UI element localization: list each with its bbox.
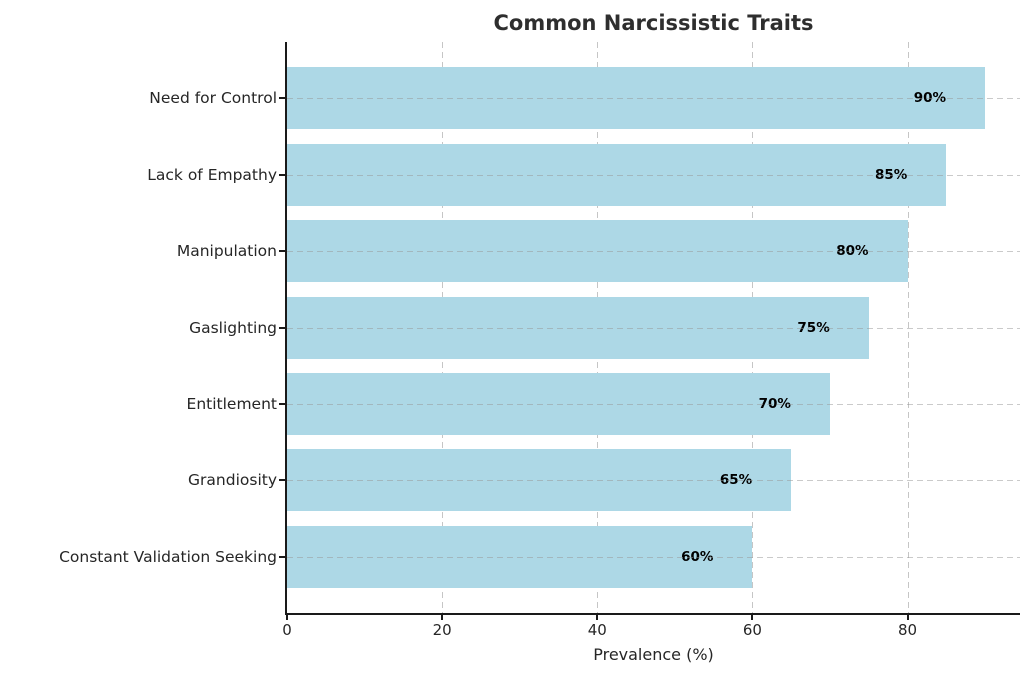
chart-title: Common Narcissistic Traits: [493, 11, 814, 35]
x-tick-mark: [286, 615, 288, 620]
x-tick-mark: [751, 615, 754, 620]
category-label: Manipulation: [176, 242, 277, 261]
y-tick-mark: [279, 326, 285, 329]
category-label: Grandiosity: [188, 471, 277, 490]
y-gridline: [287, 480, 1020, 482]
y-tick-mark: [279, 555, 285, 558]
y-gridline: [287, 174, 1020, 176]
category-label: Lack of Empathy: [147, 165, 277, 184]
x-axis-spine: [285, 613, 1020, 615]
y-gridline: [287, 98, 1020, 100]
x-tick-label: 0: [282, 621, 292, 639]
category-label: Need for Control: [149, 89, 277, 108]
y-gridline: [287, 251, 1020, 253]
plot-area: 90% 85% 80% 75% 70% 65% 60%: [287, 42, 1020, 613]
x-tick-mark: [441, 615, 444, 620]
x-tick-label: 20: [432, 621, 452, 639]
x-axis-label: Prevalence (%): [593, 645, 714, 664]
x-tick-mark: [596, 615, 599, 620]
category-label: Entitlement: [186, 394, 277, 413]
y-gridline: [287, 327, 1020, 329]
y-axis-spine: [285, 42, 287, 615]
y-tick-mark: [279, 97, 285, 100]
category-label: Constant Validation Seeking: [59, 547, 277, 566]
x-tick-label: 60: [742, 621, 762, 639]
y-tick-mark: [279, 173, 285, 176]
y-tick-mark: [279, 479, 285, 482]
x-tick-mark: [906, 615, 909, 620]
x-tick-label: 80: [897, 621, 918, 639]
category-label: Gaslighting: [189, 318, 277, 337]
y-gridline: [287, 403, 1020, 405]
x-tick-label: 40: [587, 621, 607, 639]
y-tick-mark: [279, 250, 285, 253]
y-gridline: [287, 556, 1020, 558]
y-tick-mark: [279, 402, 285, 405]
